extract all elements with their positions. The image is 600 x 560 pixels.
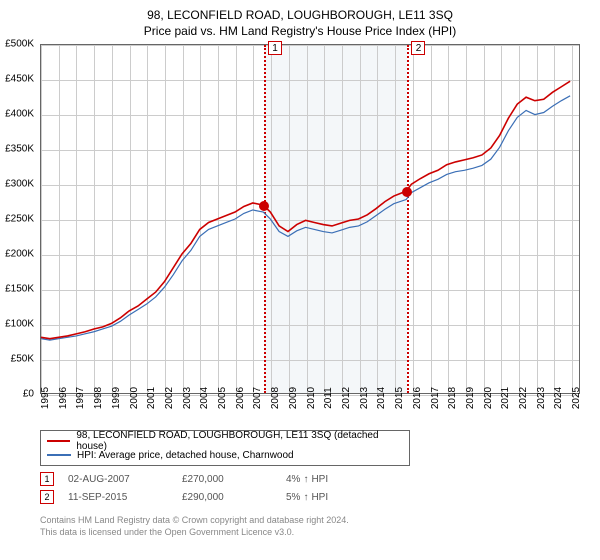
xtick-label: 2019 <box>465 387 476 409</box>
ytick-label: £300K <box>5 179 34 190</box>
event-note: 5%↑HPI <box>286 492 328 503</box>
ytick-label: £450K <box>5 74 34 85</box>
ytick-label: £100K <box>5 319 34 330</box>
legend-swatch <box>47 440 70 442</box>
chart-title: 98, LECONFIELD ROAD, LOUGHBOROUGH, LE11 … <box>0 0 600 22</box>
xtick-label: 2002 <box>164 387 175 409</box>
xtick-label: 2003 <box>182 387 193 409</box>
ytick-label: £150K <box>5 284 34 295</box>
event-note: 4%↑HPI <box>286 474 328 485</box>
arrow-up-icon: ↑ <box>303 474 308 485</box>
xtick-label: 2015 <box>394 387 405 409</box>
xtick-label: 1998 <box>93 387 104 409</box>
xtick-label: 2013 <box>359 387 370 409</box>
xtick-label: 2001 <box>146 387 157 409</box>
xtick-label: 2024 <box>553 387 564 409</box>
xtick-label: 2021 <box>500 387 511 409</box>
event-row-1: 1 02-AUG-2007 £270,000 4%↑HPI <box>40 470 328 488</box>
plot-box: 12 <box>40 44 580 394</box>
xtick-label: 2023 <box>536 387 547 409</box>
series-property <box>41 81 570 339</box>
xtick-label: 1995 <box>40 387 51 409</box>
legend-row: 98, LECONFIELD ROAD, LOUGHBOROUGH, LE11 … <box>47 434 403 448</box>
xtick-label: 1996 <box>58 387 69 409</box>
ytick-label: £0 <box>23 389 34 400</box>
xtick-label: 2006 <box>235 387 246 409</box>
event-row-2: 2 11-SEP-2015 £290,000 5%↑HPI <box>40 488 328 506</box>
legend-label: HPI: Average price, detached house, Char… <box>77 450 294 461</box>
legend-swatch <box>47 454 71 456</box>
event-price: £290,000 <box>182 492 272 503</box>
arrow-up-icon: ↑ <box>303 492 308 503</box>
event-pct: 5% <box>286 492 300 503</box>
event-hpi-label: HPI <box>311 474 328 485</box>
marker-dot-1 <box>259 201 269 211</box>
event-date: 02-AUG-2007 <box>68 474 168 485</box>
xtick-label: 1999 <box>111 387 122 409</box>
xtick-label: 2009 <box>288 387 299 409</box>
ytick-label: £200K <box>5 249 34 260</box>
event-box: 2 <box>40 490 54 504</box>
xtick-label: 2012 <box>341 387 352 409</box>
ytick-label: £250K <box>5 214 34 225</box>
xtick-label: 2011 <box>323 387 334 409</box>
xtick-label: 2000 <box>129 387 140 409</box>
footer-line1: Contains HM Land Registry data © Crown c… <box>40 515 349 527</box>
ytick-label: £350K <box>5 144 34 155</box>
series-svg <box>41 45 579 393</box>
xtick-label: 2022 <box>518 387 529 409</box>
marker-dot-2 <box>402 187 412 197</box>
chart-subtitle: Price paid vs. HM Land Registry's House … <box>0 22 600 38</box>
xtick-label: 2016 <box>412 387 423 409</box>
xtick-label: 2014 <box>376 387 387 409</box>
xtick-label: 2007 <box>252 387 263 409</box>
series-hpi <box>41 96 570 340</box>
footer-line2: This data is licensed under the Open Gov… <box>40 527 349 539</box>
event-price: £270,000 <box>182 474 272 485</box>
xtick-label: 2005 <box>217 387 228 409</box>
legend-box: 98, LECONFIELD ROAD, LOUGHBOROUGH, LE11 … <box>40 430 410 466</box>
xtick-label: 2018 <box>447 387 458 409</box>
ytick-label: £50K <box>11 354 34 365</box>
xtick-label: 2010 <box>306 387 317 409</box>
xtick-label: 2017 <box>430 387 441 409</box>
event-hpi-label: HPI <box>311 492 328 503</box>
events-table: 1 02-AUG-2007 £270,000 4%↑HPI 2 11-SEP-2015 £2… <box>40 470 328 506</box>
ytick-label: £500K <box>5 39 34 50</box>
xtick-label: 2008 <box>270 387 281 409</box>
xtick-label: 2020 <box>483 387 494 409</box>
ytick-label: £400K <box>5 109 34 120</box>
chart-area: 12 £0£50K£100K£150K£200K£250K£300K£350K£… <box>40 44 580 394</box>
event-box: 1 <box>40 472 54 486</box>
footer-attribution: Contains HM Land Registry data © Crown c… <box>40 515 349 538</box>
xtick-label: 1997 <box>75 387 86 409</box>
xtick-label: 2025 <box>571 387 582 409</box>
xtick-label: 2004 <box>199 387 210 409</box>
event-pct: 4% <box>286 474 300 485</box>
event-date: 11-SEP-2015 <box>68 492 168 503</box>
